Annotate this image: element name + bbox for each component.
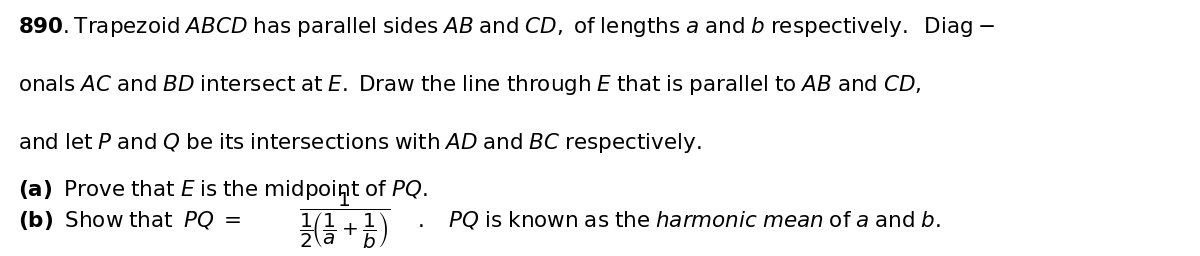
Text: $\mathbf{(b)}$$\mathrm{\;\;Show\;that\;\;}$$PQ$$\mathrm{\;=}$: $\mathbf{(b)}$$\mathrm{\;\;Show\;that\;\… — [18, 209, 241, 232]
Text: $\mathrm{onals\;}$$AC$$\mathrm{\;and\;}$$BD$$\mathrm{\;intersect\;at\;}$$E$$\mat: $\mathrm{onals\;}$$AC$$\mathrm{\;and\;}$… — [18, 72, 922, 97]
Text: $\mathrm{and\;let\;}$$P$$\mathrm{\;and\;}$$Q$$\mathrm{\;be\;its\;intersections\;: $\mathrm{and\;let\;}$$P$$\mathrm{\;and\;… — [18, 131, 702, 155]
Text: $\mathbf{(a)}$$\mathrm{\;\;Prove\;that\;}$$E$$\mathrm{\;is\;the\;midpoint\;of\;}: $\mathbf{(a)}$$\mathrm{\;\;Prove\;that\;… — [18, 178, 427, 202]
Text: $\mathrm{.\quad}$$PQ$$\mathrm{\;is\;known\;as\;the\;}$$\mathit{harmonic\;mean}$$: $\mathrm{.\quad}$$PQ$$\mathrm{\;is\;know… — [418, 209, 941, 231]
Text: $\mathbf{890}$$\mathrm{. Trapezoid\;}$$ABCD$$\mathrm{\;has\;parallel\;sides\;}$$: $\mathbf{890}$$\mathrm{. Trapezoid\;}$$A… — [18, 15, 995, 39]
Text: $\dfrac{1}{\dfrac{1}{2}\!\left(\dfrac{1}{a}+\dfrac{1}{b}\right)}$: $\dfrac{1}{\dfrac{1}{2}\!\left(\dfrac{1}… — [299, 190, 391, 251]
